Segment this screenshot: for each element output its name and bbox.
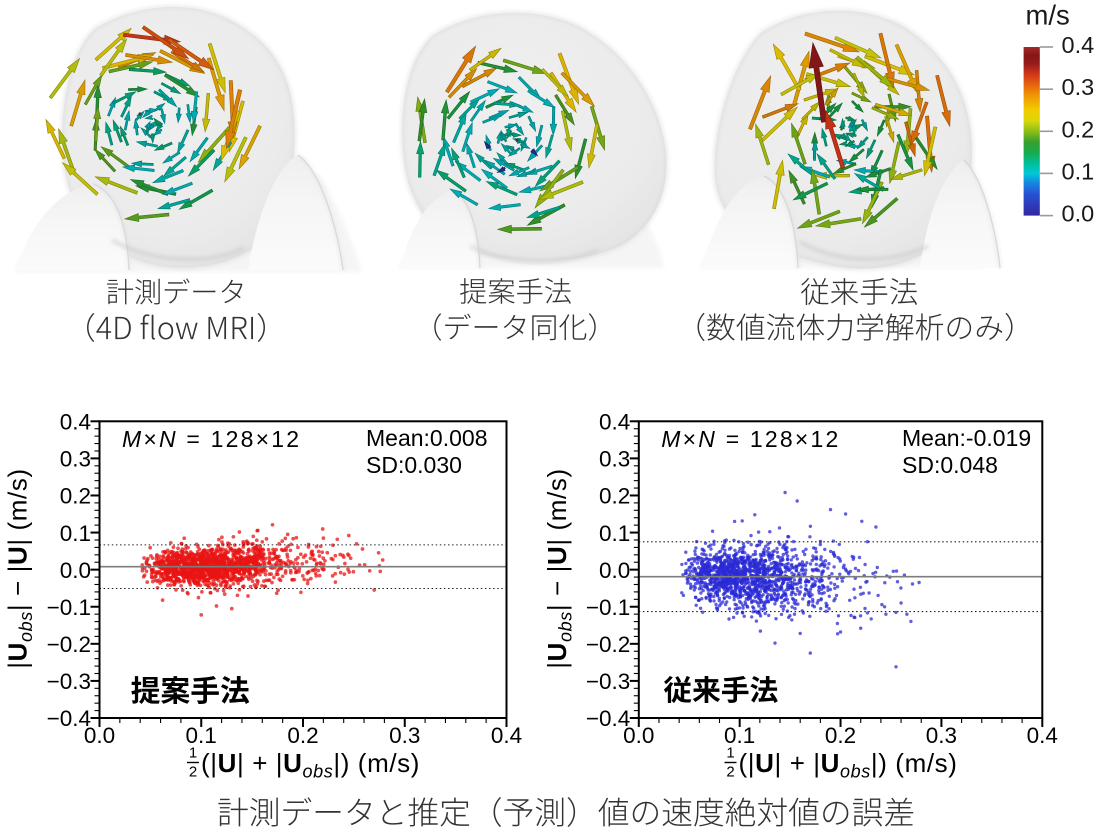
svg-text:SD:0.030: SD:0.030 [366, 452, 462, 478]
svg-text:M×N = 128×12: M×N = 128×12 [122, 426, 301, 452]
svg-text:−0.1: −0.1 [586, 595, 630, 620]
svg-text:Mean:0.008: Mean:0.008 [366, 425, 487, 451]
svg-text:SD:0.048: SD:0.048 [902, 452, 998, 478]
svg-text:−0.2: −0.2 [47, 632, 91, 657]
svg-text:0.3: 0.3 [1062, 74, 1095, 100]
svg-text:0.0: 0.0 [623, 723, 654, 748]
svg-text:M×N = 128×12: M×N = 128×12 [661, 426, 840, 452]
svg-text:0.1: 0.1 [60, 521, 91, 546]
svg-text:2: 2 [726, 764, 734, 781]
svg-text:|Uobs| − |U| (m/s): |Uobs| − |U| (m/s) [3, 468, 37, 669]
svg-text:0.0: 0.0 [60, 558, 91, 583]
svg-text:0.3: 0.3 [389, 723, 420, 748]
svg-text:1: 1 [726, 745, 734, 762]
svg-text:−0.3: −0.3 [586, 669, 630, 694]
svg-text:0.0: 0.0 [84, 723, 115, 748]
svg-text:m/s: m/s [1026, 0, 1070, 31]
svg-text:0.2: 0.2 [287, 723, 318, 748]
svg-text:(|U| + |Uobs|) (m/s): (|U| + |Uobs|) (m/s) [739, 748, 958, 782]
svg-text:0.2: 0.2 [1062, 116, 1095, 142]
svg-text:0.4: 0.4 [60, 410, 91, 435]
svg-text:0.1: 0.1 [1062, 158, 1095, 184]
svg-text:0.4: 0.4 [599, 410, 630, 435]
svg-text:0.0: 0.0 [599, 558, 630, 583]
svg-text:0.4: 0.4 [491, 723, 522, 748]
svg-text:0.0: 0.0 [1062, 201, 1095, 227]
svg-text:0.3: 0.3 [60, 447, 91, 472]
svg-text:0.3: 0.3 [926, 723, 957, 748]
svg-text:0.2: 0.2 [825, 723, 856, 748]
svg-text:0.3: 0.3 [599, 447, 630, 472]
svg-text:Mean:-0.019: Mean:-0.019 [902, 425, 1031, 451]
svg-text:0.2: 0.2 [599, 484, 630, 509]
svg-text:−0.4: −0.4 [586, 706, 630, 731]
svg-text:2: 2 [189, 764, 197, 781]
svg-text:0.4: 0.4 [1062, 32, 1095, 58]
svg-text:0.4: 0.4 [1027, 723, 1058, 748]
svg-text:0.2: 0.2 [60, 484, 91, 509]
svg-text:−0.1: −0.1 [47, 595, 91, 620]
svg-text:−0.4: −0.4 [47, 706, 91, 731]
svg-text:0.1: 0.1 [724, 723, 755, 748]
svg-text:−0.2: −0.2 [586, 632, 630, 657]
svg-text:0.1: 0.1 [186, 723, 217, 748]
svg-text:0.1: 0.1 [599, 521, 630, 546]
svg-text:1: 1 [189, 745, 197, 762]
svg-text:−0.3: −0.3 [47, 669, 91, 694]
